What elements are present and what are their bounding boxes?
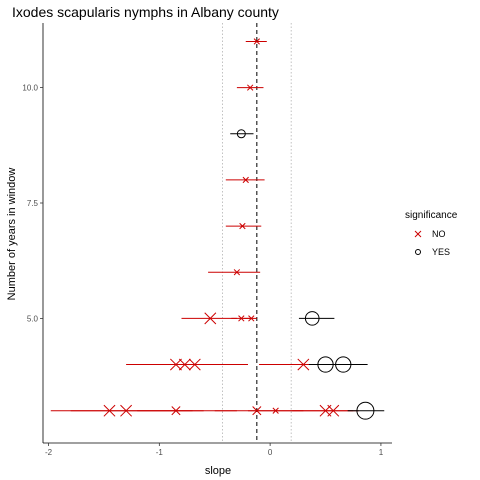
- cross-stroke: [327, 404, 340, 417]
- legend-title: significance: [405, 210, 458, 221]
- cross-stroke: [188, 358, 201, 371]
- x-tick-label: 1: [379, 448, 384, 457]
- cross-stroke: [239, 222, 246, 230]
- plot-area: -2 -1 0 1 5.0 7.5 10.0: [22, 23, 392, 457]
- cross-stroke: [242, 176, 249, 184]
- y-tick-label: 7.5: [27, 199, 39, 208]
- nonsignificant-point: [159, 358, 248, 371]
- cross-stroke: [272, 407, 279, 414]
- cross-stroke: [233, 269, 241, 276]
- significant-point: [230, 129, 254, 139]
- x-tick-label: -2: [45, 448, 53, 457]
- point-circle: [356, 401, 375, 420]
- cross-stroke: [253, 38, 260, 45]
- nonsignificant-point: [181, 312, 237, 325]
- x-axis-title: slope: [205, 465, 231, 477]
- legend-label: YES: [432, 247, 450, 257]
- nonsignificant-point: [243, 315, 257, 322]
- nonsignificant-point: [245, 38, 267, 45]
- y-tick-label: 5.0: [27, 314, 39, 323]
- legend-entry-yes: YES: [415, 247, 450, 257]
- point-circle: [236, 129, 246, 139]
- nonsignificant-point: [208, 269, 261, 276]
- point-circle: [335, 356, 352, 373]
- x-tick-label: -1: [156, 448, 164, 457]
- cross-stroke: [204, 312, 217, 325]
- y-tick-label: 10.0: [22, 84, 38, 93]
- nonsignificant-point: [225, 222, 262, 230]
- cross-stroke: [414, 230, 422, 238]
- cross-stroke: [171, 406, 181, 416]
- cross-stroke: [248, 315, 255, 322]
- x-tick-label: 0: [268, 448, 273, 457]
- significant-point: [298, 311, 335, 326]
- point-circle: [304, 311, 320, 326]
- cross-stroke: [238, 315, 245, 322]
- legend-entry-no: NO: [414, 229, 446, 239]
- chart-title: Ixodes scapularis nymphs in Albany count…: [12, 4, 279, 20]
- legend: significance NO YES: [405, 210, 458, 257]
- cross-stroke: [120, 404, 133, 417]
- significant-point: [325, 356, 368, 373]
- legend-key-circle: [415, 249, 421, 255]
- legend-entries: NO YES: [414, 229, 450, 257]
- legend-label: NO: [432, 229, 446, 239]
- cross-stroke: [297, 358, 310, 371]
- y-axis-title: Number of years in window: [6, 168, 18, 301]
- cross-stroke: [247, 84, 254, 91]
- nonsignificant-point: [225, 176, 265, 184]
- nonsignificant-point: [236, 84, 264, 91]
- significant-point: [347, 401, 385, 420]
